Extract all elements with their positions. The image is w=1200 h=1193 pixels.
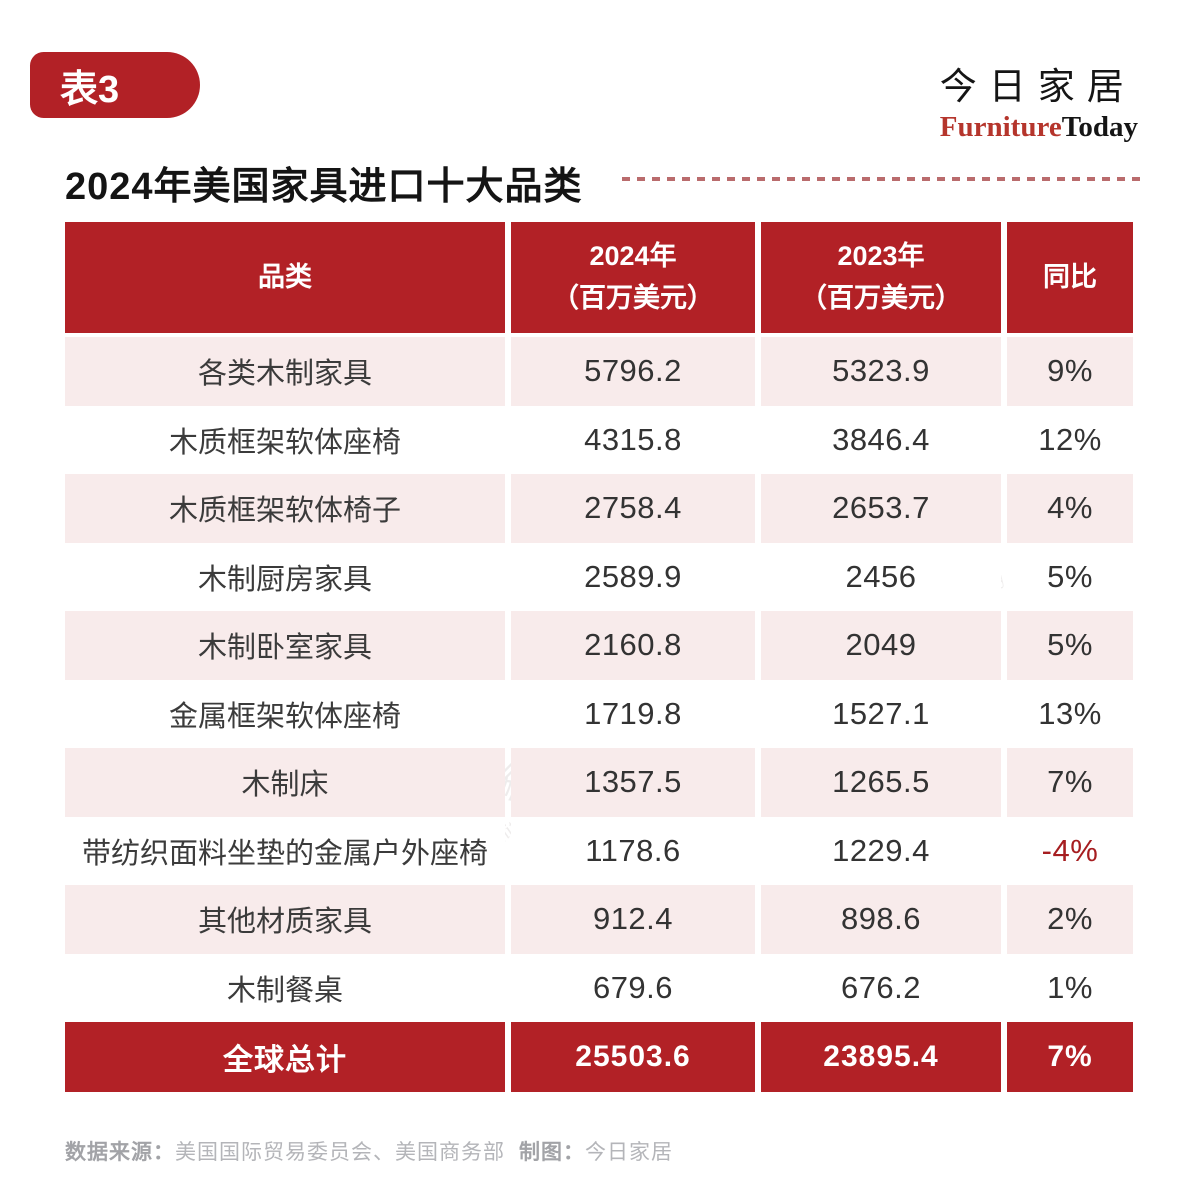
brand-logo-chinese: 今日家居 (939, 66, 1136, 107)
row-value-2023: 2653.7 (761, 474, 1001, 543)
brand-logo-furniture: Furniture (939, 111, 1062, 143)
row-value-2024: 2589.9 (511, 542, 755, 611)
table-row: 木质框架软体座椅 4315.8 3846.4 12% (65, 405, 1133, 474)
header-2024-unit: （百万美元） (552, 282, 714, 313)
table-row: 木制餐桌 679.6 676.2 1% (65, 953, 1133, 1022)
table-row: 木制卧室家具 2160.8 2049 5% (65, 611, 1133, 680)
total-label: 全球总计 (65, 1022, 505, 1092)
header-2024-year: 2024年 (589, 240, 677, 271)
table-row: 木制厨房家具 2589.9 2456 5% (65, 542, 1133, 611)
row-yoy: 2% (1007, 885, 1133, 954)
row-value-2023: 1527.1 (761, 679, 1001, 748)
row-yoy: 9% (1007, 337, 1133, 406)
row-value-2023: 3846.4 (761, 405, 1001, 474)
total-value-2024: 25503.6 (511, 1022, 755, 1092)
row-category: 木制卧室家具 (65, 611, 505, 680)
row-value-2023: 1265.5 (761, 748, 1001, 817)
row-value-2023: 676.2 (761, 953, 1001, 1022)
page-title: 2024年美国家具进口十大品类 (65, 166, 583, 208)
total-value-2023: 23895.4 (761, 1022, 1001, 1092)
row-yoy: 7% (1007, 748, 1133, 817)
header-category: 品类 (65, 222, 505, 333)
row-yoy: 1% (1007, 953, 1133, 1022)
row-category: 金属框架软体座椅 (65, 679, 505, 748)
row-yoy: 5% (1007, 611, 1133, 680)
row-value-2024: 5796.2 (511, 337, 755, 406)
table-row: 木制床 1357.5 1265.5 7% (65, 748, 1133, 817)
table-total-row: 全球总计 25503.6 23895.4 7% (65, 1022, 1133, 1092)
row-value-2024: 912.4 (511, 885, 755, 954)
row-category: 木制餐桌 (65, 953, 505, 1022)
row-value-2023: 5323.9 (761, 337, 1001, 406)
row-yoy: 5% (1007, 542, 1133, 611)
footer-credits: 数据来源：美国国际贸易委员会、美国商务部 制图：今日家居 (65, 1136, 673, 1166)
row-value-2023: 2049 (761, 611, 1001, 680)
header-yoy: 同比 (1007, 222, 1133, 333)
table-row: 各类木制家具 5796.2 5323.9 9% (65, 337, 1133, 406)
table-row: 其他材质家具 912.4 898.6 2% (65, 885, 1133, 954)
row-value-2023: 1229.4 (761, 816, 1001, 885)
credit-text: 今日家居 (585, 1141, 673, 1164)
title-dashed-line (622, 177, 1140, 181)
row-value-2024: 1357.5 (511, 748, 755, 817)
row-value-2023: 898.6 (761, 885, 1001, 954)
table-number-label: 表3 (60, 68, 120, 111)
table-row: 金属框架软体座椅 1719.8 1527.1 13% (65, 679, 1133, 748)
row-yoy: 13% (1007, 679, 1133, 748)
source-label: 数据来源： (65, 1141, 175, 1164)
brand-logo-today: Today (1061, 111, 1138, 143)
credit-label: 制图： (519, 1141, 585, 1164)
row-category: 木制厨房家具 (65, 542, 505, 611)
row-value-2024: 4315.8 (511, 405, 755, 474)
row-yoy: -4% (1007, 816, 1133, 885)
table-body: 各类木制家具 5796.2 5323.9 9% 木质框架软体座椅 4315.8 … (65, 337, 1133, 1022)
header-2023-unit: （百万美元） (800, 282, 962, 313)
row-value-2024: 2758.4 (511, 474, 755, 543)
row-category: 带纺织面料坐垫的金属户外座椅 (65, 816, 505, 885)
brand-logo: 今日家居 FurnitureToday (940, 56, 1138, 144)
table-row: 木质框架软体椅子 2758.4 2653.7 4% (65, 474, 1133, 543)
header-2023: 2023年 （百万美元） (761, 222, 1001, 333)
row-category: 木质框架软体座椅 (65, 405, 505, 474)
table-number-badge: 表3 (30, 52, 200, 118)
brand-logo-english: FurnitureToday (940, 111, 1138, 144)
row-value-2024: 1178.6 (511, 816, 755, 885)
row-value-2024: 1719.8 (511, 679, 755, 748)
row-category: 木制床 (65, 748, 505, 817)
header-2024: 2024年 （百万美元） (511, 222, 755, 333)
row-category: 其他材质家具 (65, 885, 505, 954)
table-row: 带纺织面料坐垫的金属户外座椅 1178.6 1229.4 -4% (65, 816, 1133, 885)
row-value-2023: 2456 (761, 542, 1001, 611)
row-yoy: 12% (1007, 405, 1133, 474)
row-value-2024: 2160.8 (511, 611, 755, 680)
row-category: 木质框架软体椅子 (65, 474, 505, 543)
source-text: 美国国际贸易委员会、美国商务部 (175, 1141, 505, 1164)
total-yoy: 7% (1007, 1022, 1133, 1092)
row-yoy: 4% (1007, 474, 1133, 543)
row-value-2024: 679.6 (511, 953, 755, 1022)
table-header-row: 品类 2024年 （百万美元） 2023年 （百万美元） 同比 (65, 222, 1133, 333)
header-2023-year: 2023年 (837, 240, 925, 271)
import-categories-table: 品类 2024年 （百万美元） 2023年 （百万美元） 同比 各类木制家具 5… (65, 222, 1133, 1092)
row-category: 各类木制家具 (65, 337, 505, 406)
